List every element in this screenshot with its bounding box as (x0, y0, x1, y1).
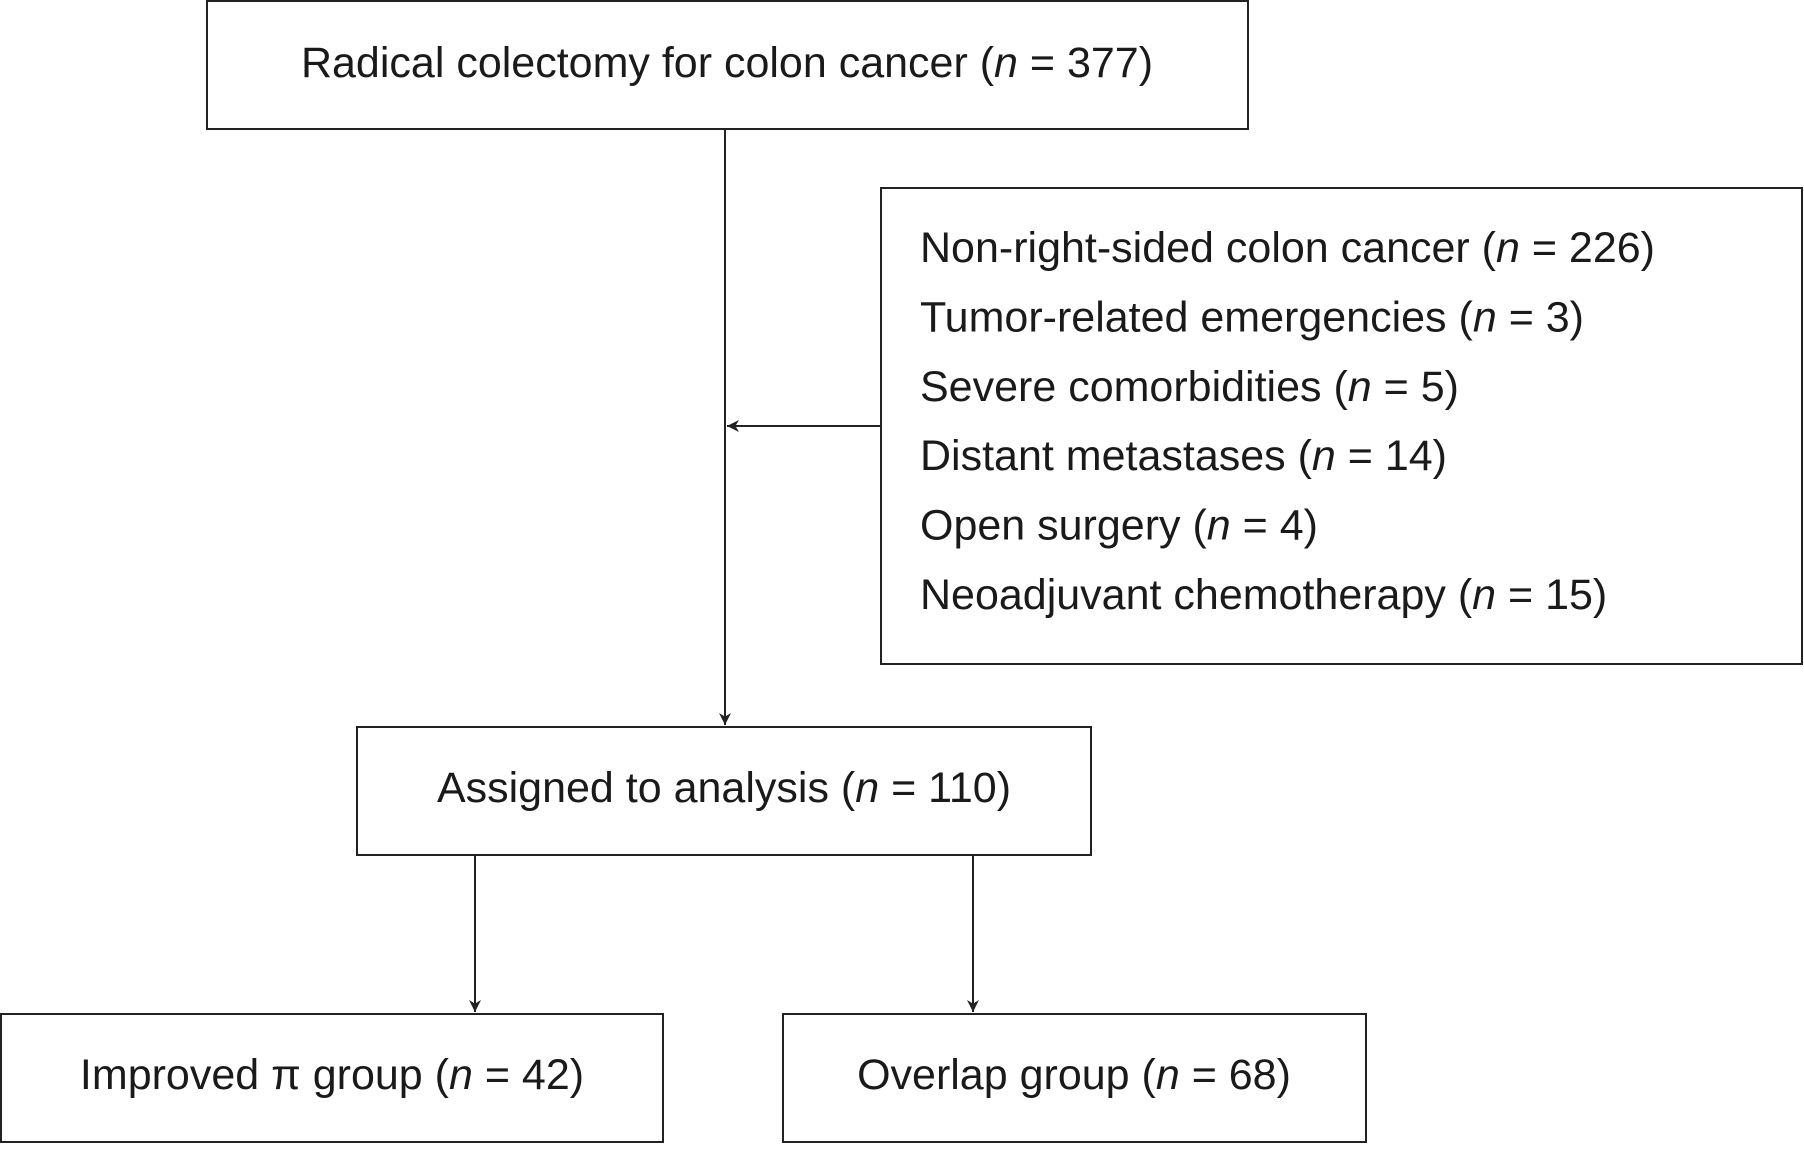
label-part: = 377) (1018, 39, 1153, 87)
label-part: = 3) (1497, 294, 1584, 342)
connectors (469, 129, 979, 1012)
node-label: Severe comorbidities (n = 5) (920, 363, 1459, 411)
label-part: Open surgery ( (920, 502, 1207, 550)
label-part: n (449, 1051, 473, 1099)
node-label: Improved π group (n = 42) (80, 1051, 584, 1099)
label-part: = 4) (1231, 502, 1318, 550)
node-label: Neoadjuvant chemotherapy (n = 15) (920, 571, 1607, 619)
box (206, 0, 1249, 130)
node-label: Distant metastases (n = 14) (920, 433, 1447, 481)
label-part: = 68) (1180, 1051, 1291, 1099)
label-part: n (1312, 433, 1336, 481)
label-part: = 226) (1520, 224, 1655, 272)
label-part: n (1496, 224, 1520, 272)
label-part: n (1473, 294, 1497, 342)
label-part: n (1156, 1051, 1180, 1099)
label-part: n (1207, 502, 1231, 550)
label-part: n (1472, 571, 1496, 619)
node-label: Non-right-sided colon cancer (n = 226) (920, 224, 1655, 272)
box (0, 1013, 664, 1143)
label-part: Radical colectomy for colon cancer ( (301, 39, 995, 87)
label-part: = 5) (1372, 363, 1459, 411)
label-part: Non-right-sided colon cancer ( (920, 224, 1497, 272)
node-label: Assigned to analysis (n = 110) (437, 764, 1011, 812)
box (880, 187, 1803, 665)
labels: Radical colectomy for colon cancer (n = … (80, 39, 1655, 1099)
label-part: = 42) (473, 1051, 584, 1099)
label-part: Assigned to analysis ( (437, 764, 856, 812)
box (782, 1013, 1367, 1143)
label-part: = 15) (1496, 571, 1607, 619)
node-label: Open surgery (n = 4) (920, 502, 1318, 550)
box (356, 726, 1092, 856)
label-part: n (1348, 363, 1372, 411)
label-part: Improved π group ( (80, 1051, 450, 1099)
label-part: n (855, 764, 879, 812)
label-part: Severe comorbidities ( (920, 363, 1348, 411)
label-part: = 14) (1336, 433, 1447, 481)
label-part: Tumor-related emergencies ( (920, 294, 1474, 342)
node-label: Overlap group (n = 68) (857, 1051, 1291, 1099)
label-part: Distant metastases ( (920, 433, 1313, 481)
label-part: Neoadjuvant chemotherapy ( (920, 571, 1473, 619)
label-part: Overlap group ( (857, 1051, 1156, 1099)
node-label: Radical colectomy for colon cancer (n = … (301, 39, 1153, 87)
label-part: n (994, 39, 1018, 87)
label-part: = 110) (879, 764, 1011, 812)
node-label: Tumor-related emergencies (n = 3) (920, 294, 1584, 342)
